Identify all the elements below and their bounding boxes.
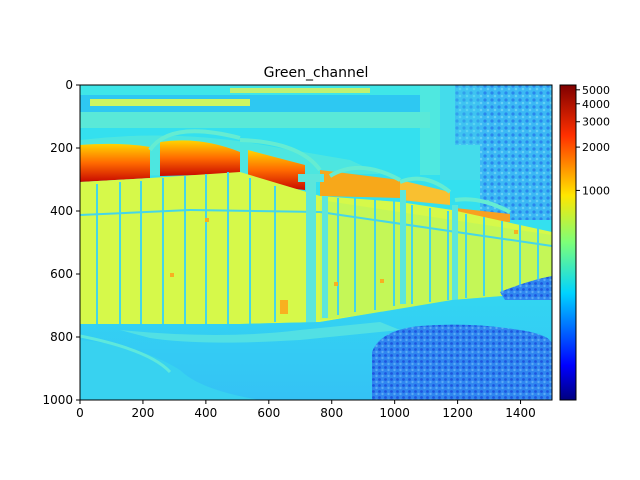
plot-frame [79, 84, 553, 401]
x-tick-label: 1200 [442, 406, 473, 420]
colorbar-tick-label: 1000 [582, 184, 610, 197]
x-tick-label: 1400 [505, 406, 536, 420]
y-tick-label: 0 [65, 78, 73, 92]
y-tick-label: 400 [50, 204, 73, 218]
x-tick-label: 1000 [379, 406, 410, 420]
heatmap-image [80, 85, 552, 400]
colorbar-tick-label: 3000 [582, 116, 610, 129]
colorbar [559, 84, 577, 401]
x-axis: 0 200 400 600 800 1000 1200 1400 [76, 400, 536, 420]
y-tick-label: 200 [50, 141, 73, 155]
y-tick-label: 800 [50, 330, 73, 344]
chart-title: Green_channel [264, 65, 369, 81]
x-tick-label: 400 [194, 406, 217, 420]
y-tick-label: 1000 [42, 393, 73, 407]
colorbar-tick-label: 4000 [582, 98, 610, 111]
y-tick-label: 600 [50, 267, 73, 281]
colorbar-tick-label: 2000 [582, 141, 610, 154]
x-tick-label: 800 [320, 406, 343, 420]
x-tick-label: 200 [131, 406, 154, 420]
x-tick-label: 0 [76, 406, 84, 420]
colorbar-tick-label: 5000 [582, 84, 610, 97]
x-tick-label: 600 [257, 406, 280, 420]
y-axis: 0 200 400 600 800 1000 [42, 78, 80, 407]
